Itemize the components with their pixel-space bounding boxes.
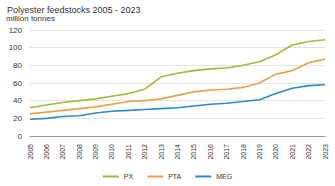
svg-text:2008: 2008: [76, 144, 83, 160]
svg-text:million tonnes: million tonnes: [6, 14, 55, 23]
svg-text:2021: 2021: [289, 144, 296, 160]
svg-text:MEG: MEG: [216, 173, 232, 180]
svg-text:20: 20: [13, 114, 22, 123]
svg-text:40: 40: [13, 96, 22, 105]
svg-text:2023: 2023: [322, 144, 329, 160]
svg-text:2019: 2019: [256, 144, 263, 160]
svg-text:Polyester feedstocks 2005 - 20: Polyester feedstocks 2005 - 2023: [7, 5, 141, 15]
svg-text:2013: 2013: [158, 144, 165, 160]
svg-text:2020: 2020: [272, 144, 279, 160]
svg-text:2016: 2016: [207, 144, 214, 160]
svg-text:0: 0: [18, 132, 23, 141]
svg-text:60: 60: [13, 79, 22, 88]
svg-text:100: 100: [9, 43, 23, 52]
svg-text:2005: 2005: [27, 144, 34, 160]
svg-text:PX: PX: [124, 173, 134, 180]
svg-text:2009: 2009: [92, 144, 99, 160]
svg-text:120: 120: [9, 26, 23, 35]
svg-text:2007: 2007: [59, 144, 66, 160]
svg-text:2006: 2006: [43, 144, 50, 160]
svg-text:2010: 2010: [108, 144, 115, 160]
svg-text:2018: 2018: [240, 144, 247, 160]
svg-text:2011: 2011: [125, 144, 132, 159]
svg-text:PTA: PTA: [168, 173, 181, 180]
svg-text:2015: 2015: [190, 144, 197, 160]
svg-text:2022: 2022: [305, 144, 312, 160]
svg-text:2017: 2017: [223, 144, 230, 160]
svg-text:80: 80: [13, 61, 22, 70]
svg-text:2012: 2012: [141, 144, 148, 160]
svg-text:2014: 2014: [174, 144, 181, 160]
